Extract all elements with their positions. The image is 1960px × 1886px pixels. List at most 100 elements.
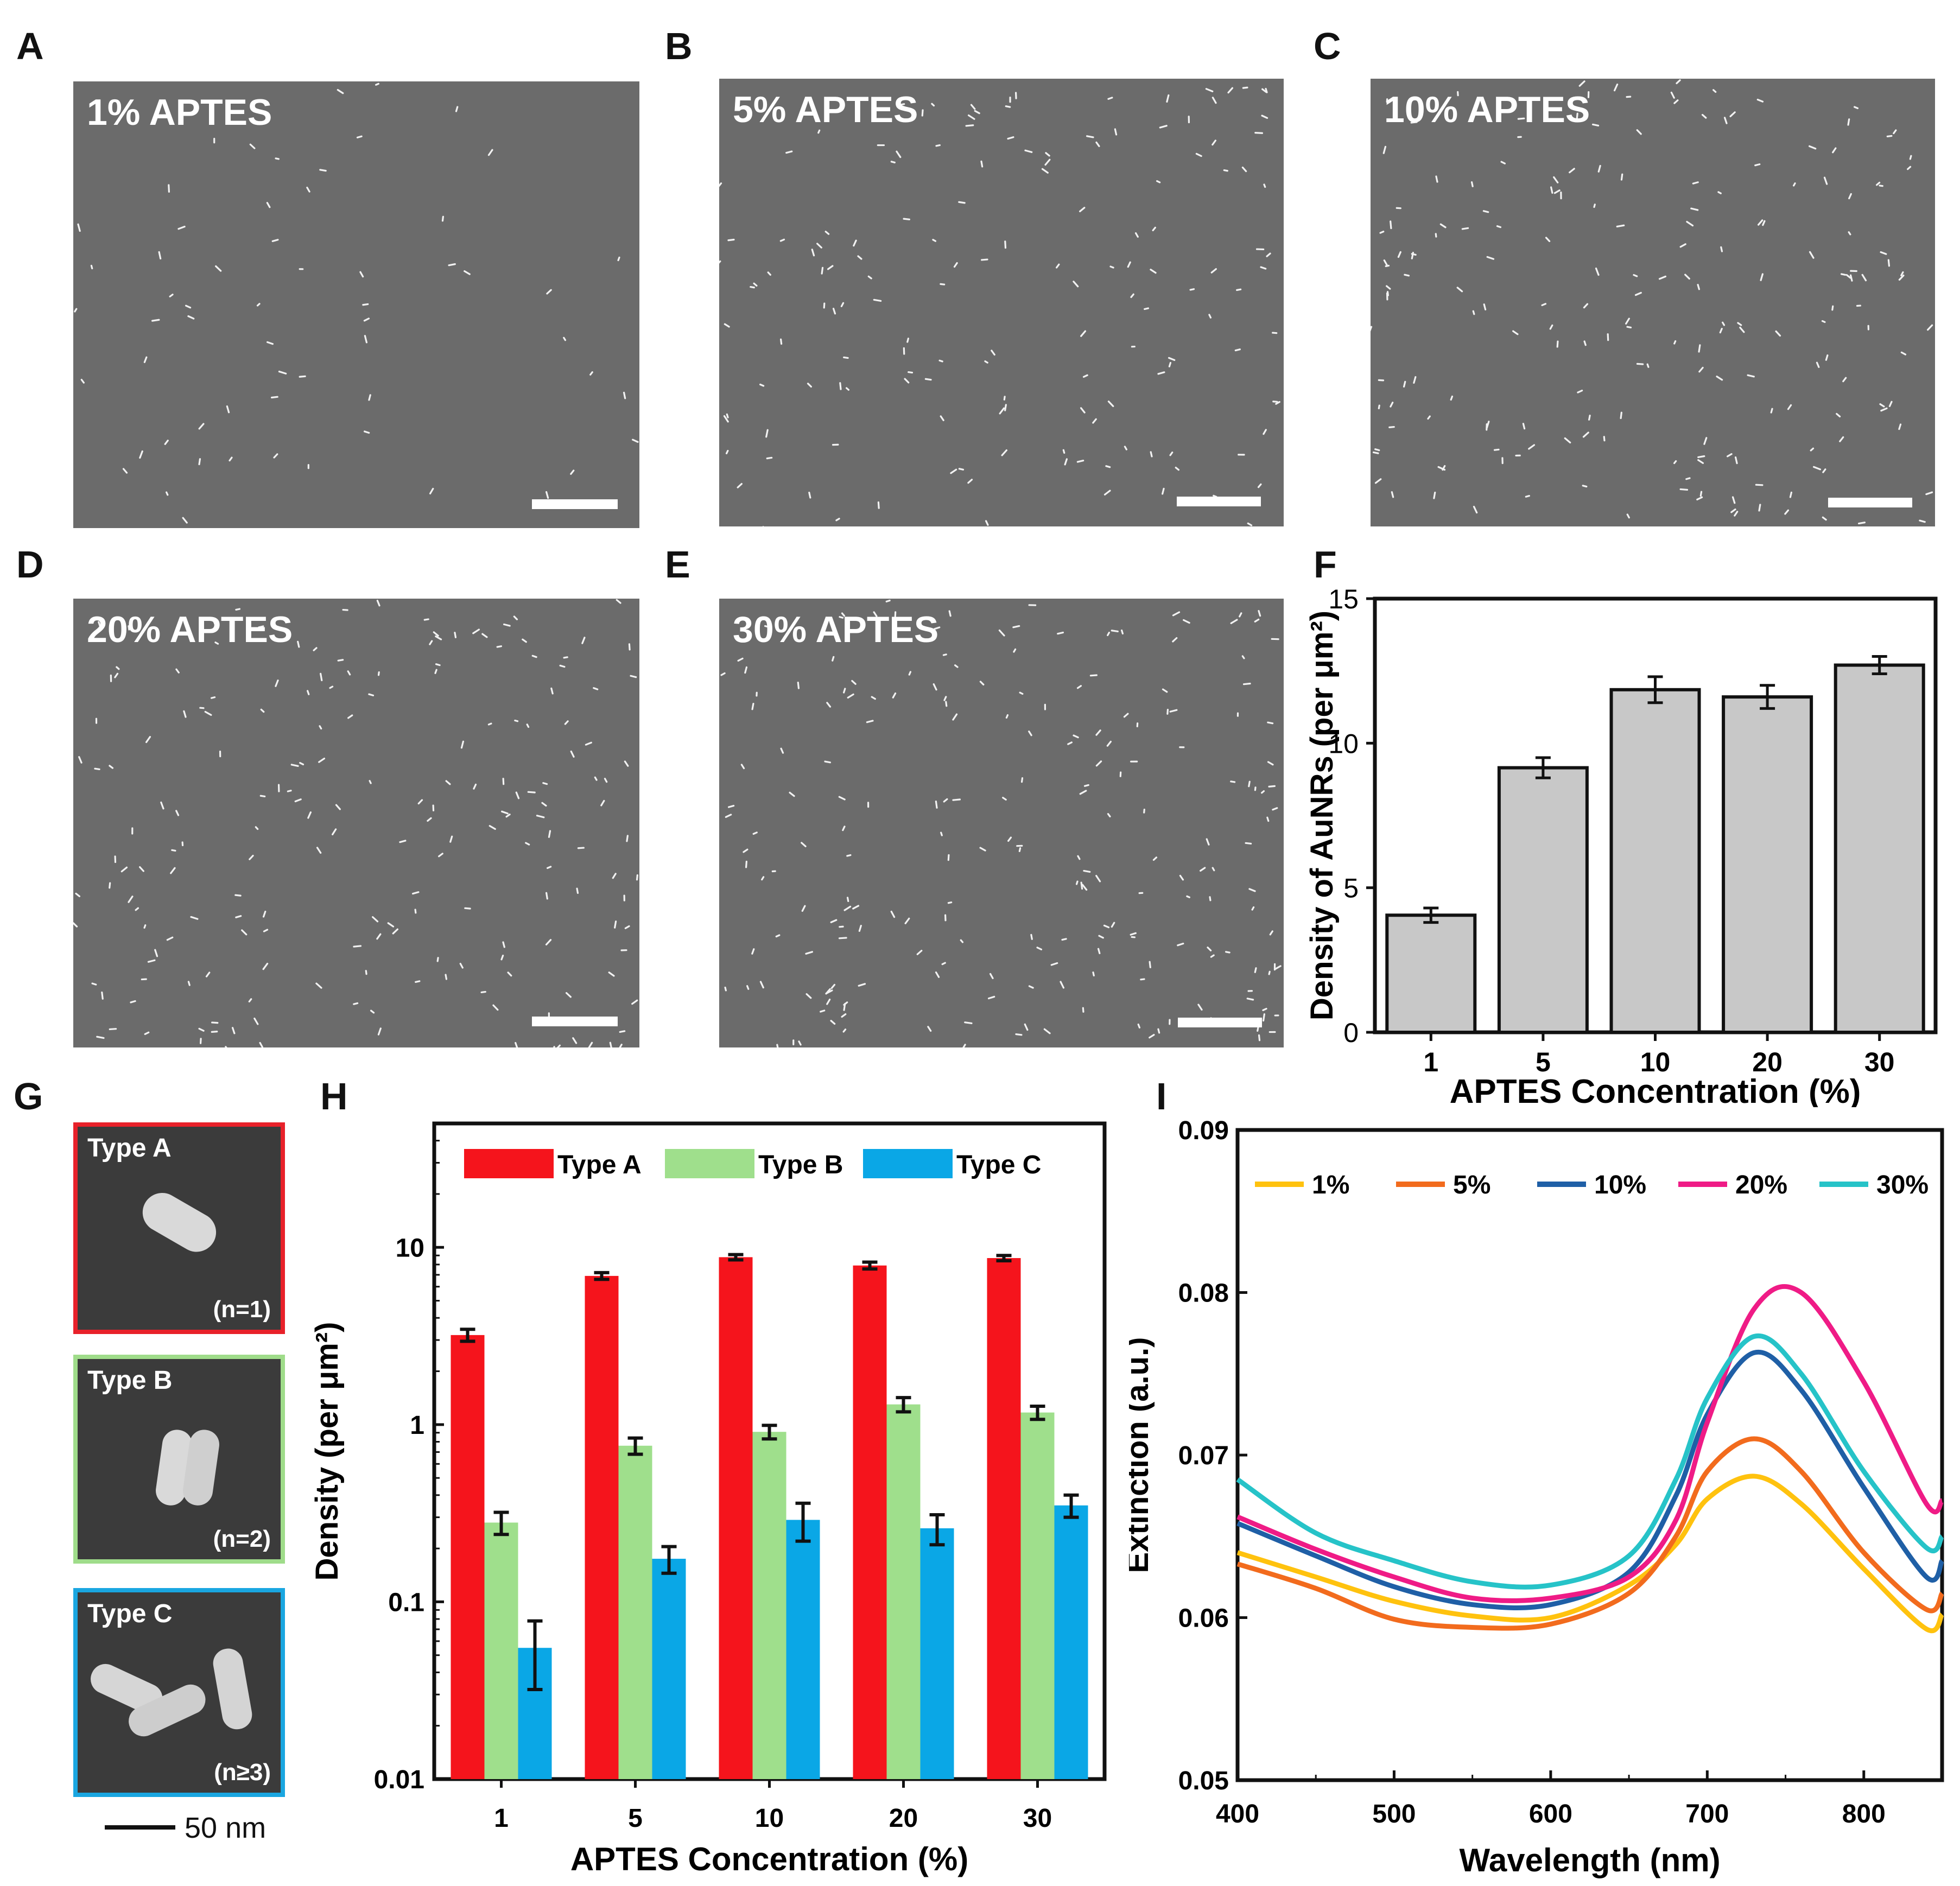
y-tick-label: 0.09 [1178, 1116, 1229, 1145]
nanorod [241, 929, 248, 936]
nanorod [725, 449, 729, 455]
nanorod [1260, 266, 1267, 270]
nanorod [78, 756, 83, 764]
nanorod [1130, 293, 1134, 299]
nanorod [1007, 836, 1012, 842]
nanorod [1553, 176, 1559, 183]
nanorod-dots [719, 86, 1280, 526]
nanorod [1149, 1034, 1155, 1039]
nanorod [1089, 674, 1098, 677]
nanorod [805, 993, 812, 999]
nanorod [90, 264, 93, 270]
nanorod [353, 945, 362, 948]
nanorod [1044, 158, 1051, 166]
nanorod [927, 1026, 932, 1032]
nanorod [1784, 509, 1790, 515]
nanorod [1550, 186, 1553, 194]
nanorod [1620, 173, 1623, 181]
nanorod [362, 303, 369, 306]
nanorod [967, 114, 975, 120]
nanorod [985, 520, 989, 526]
nanorod [1020, 777, 1024, 783]
nanorod [448, 263, 456, 266]
nanorod [1123, 713, 1129, 718]
sem-title: 10% APTES [1384, 89, 1590, 130]
bar [1834, 663, 1925, 1034]
nanorod [414, 909, 417, 914]
bar-type-b [752, 1432, 786, 1779]
nanorod [1175, 466, 1180, 471]
nanorod [1787, 404, 1792, 410]
nanorod [1150, 269, 1157, 274]
nanorod [1044, 703, 1046, 710]
nanorod [1808, 145, 1817, 150]
nanorod [214, 641, 219, 645]
nanorod [1004, 404, 1007, 411]
legend-label: 5% [1453, 1171, 1490, 1199]
nanorod [198, 458, 201, 466]
nanorod [175, 810, 180, 816]
nanorod [459, 962, 464, 969]
nanorod [175, 668, 180, 674]
nanorod [1114, 128, 1118, 136]
nanorod [277, 784, 280, 792]
nanorod [1696, 496, 1703, 501]
nanorod [502, 941, 505, 948]
nanorod [743, 848, 749, 853]
nanorod [1001, 449, 1008, 456]
nanorod [377, 671, 380, 676]
nanorod [903, 347, 905, 355]
nanorod [746, 985, 750, 990]
nanorod [270, 396, 278, 399]
nanorod [945, 701, 948, 707]
nanorod [789, 791, 795, 797]
nanorod [843, 1001, 848, 1006]
x-axis-label: APTES Concentration (%) [1450, 1073, 1861, 1107]
nanorod [1875, 181, 1881, 186]
nanorod [998, 629, 1005, 637]
nanorod [144, 1031, 150, 1036]
nanorod [904, 917, 910, 924]
nanorod [759, 383, 765, 387]
nanorod [1210, 268, 1217, 274]
nanorod [970, 104, 976, 110]
nanorod [940, 831, 943, 836]
nanorod [369, 780, 372, 784]
nanorod [838, 796, 846, 801]
nanorod [1189, 288, 1195, 291]
nanorod [903, 218, 910, 220]
nanorod [1861, 274, 1867, 282]
nanorod [131, 827, 134, 835]
nanorod [935, 144, 941, 147]
nanorod [853, 239, 857, 247]
nanorod [1582, 431, 1589, 438]
nanorod [1690, 207, 1699, 211]
nanorod [1103, 490, 1111, 496]
nanorod [1676, 79, 1681, 85]
nanorod [1254, 132, 1263, 134]
nanorod [1263, 183, 1266, 188]
nanorod [1005, 714, 1009, 719]
nanorod [1439, 223, 1447, 228]
nanorod [984, 360, 988, 364]
nanorod [363, 430, 370, 434]
nanorod [726, 413, 729, 418]
x-tick-label: 10 [755, 1804, 784, 1833]
nanorod [505, 814, 511, 818]
nanorod [299, 268, 304, 270]
nanorod [507, 971, 512, 977]
tem-type-b: Type B (n=2) [73, 1355, 285, 1564]
y-axis-label: Extinction (a.u.) [1129, 1337, 1155, 1573]
nanorod [1853, 106, 1859, 110]
nanorod [1241, 166, 1247, 173]
nanorod [1241, 655, 1245, 659]
nanorod [852, 905, 860, 910]
nanorod [166, 491, 169, 496]
scale-bar [1828, 498, 1912, 507]
nanorod [177, 225, 186, 230]
nanorod [1018, 847, 1022, 853]
nanorod [958, 468, 965, 471]
nanorod [1211, 139, 1217, 146]
nanorod [617, 256, 620, 262]
